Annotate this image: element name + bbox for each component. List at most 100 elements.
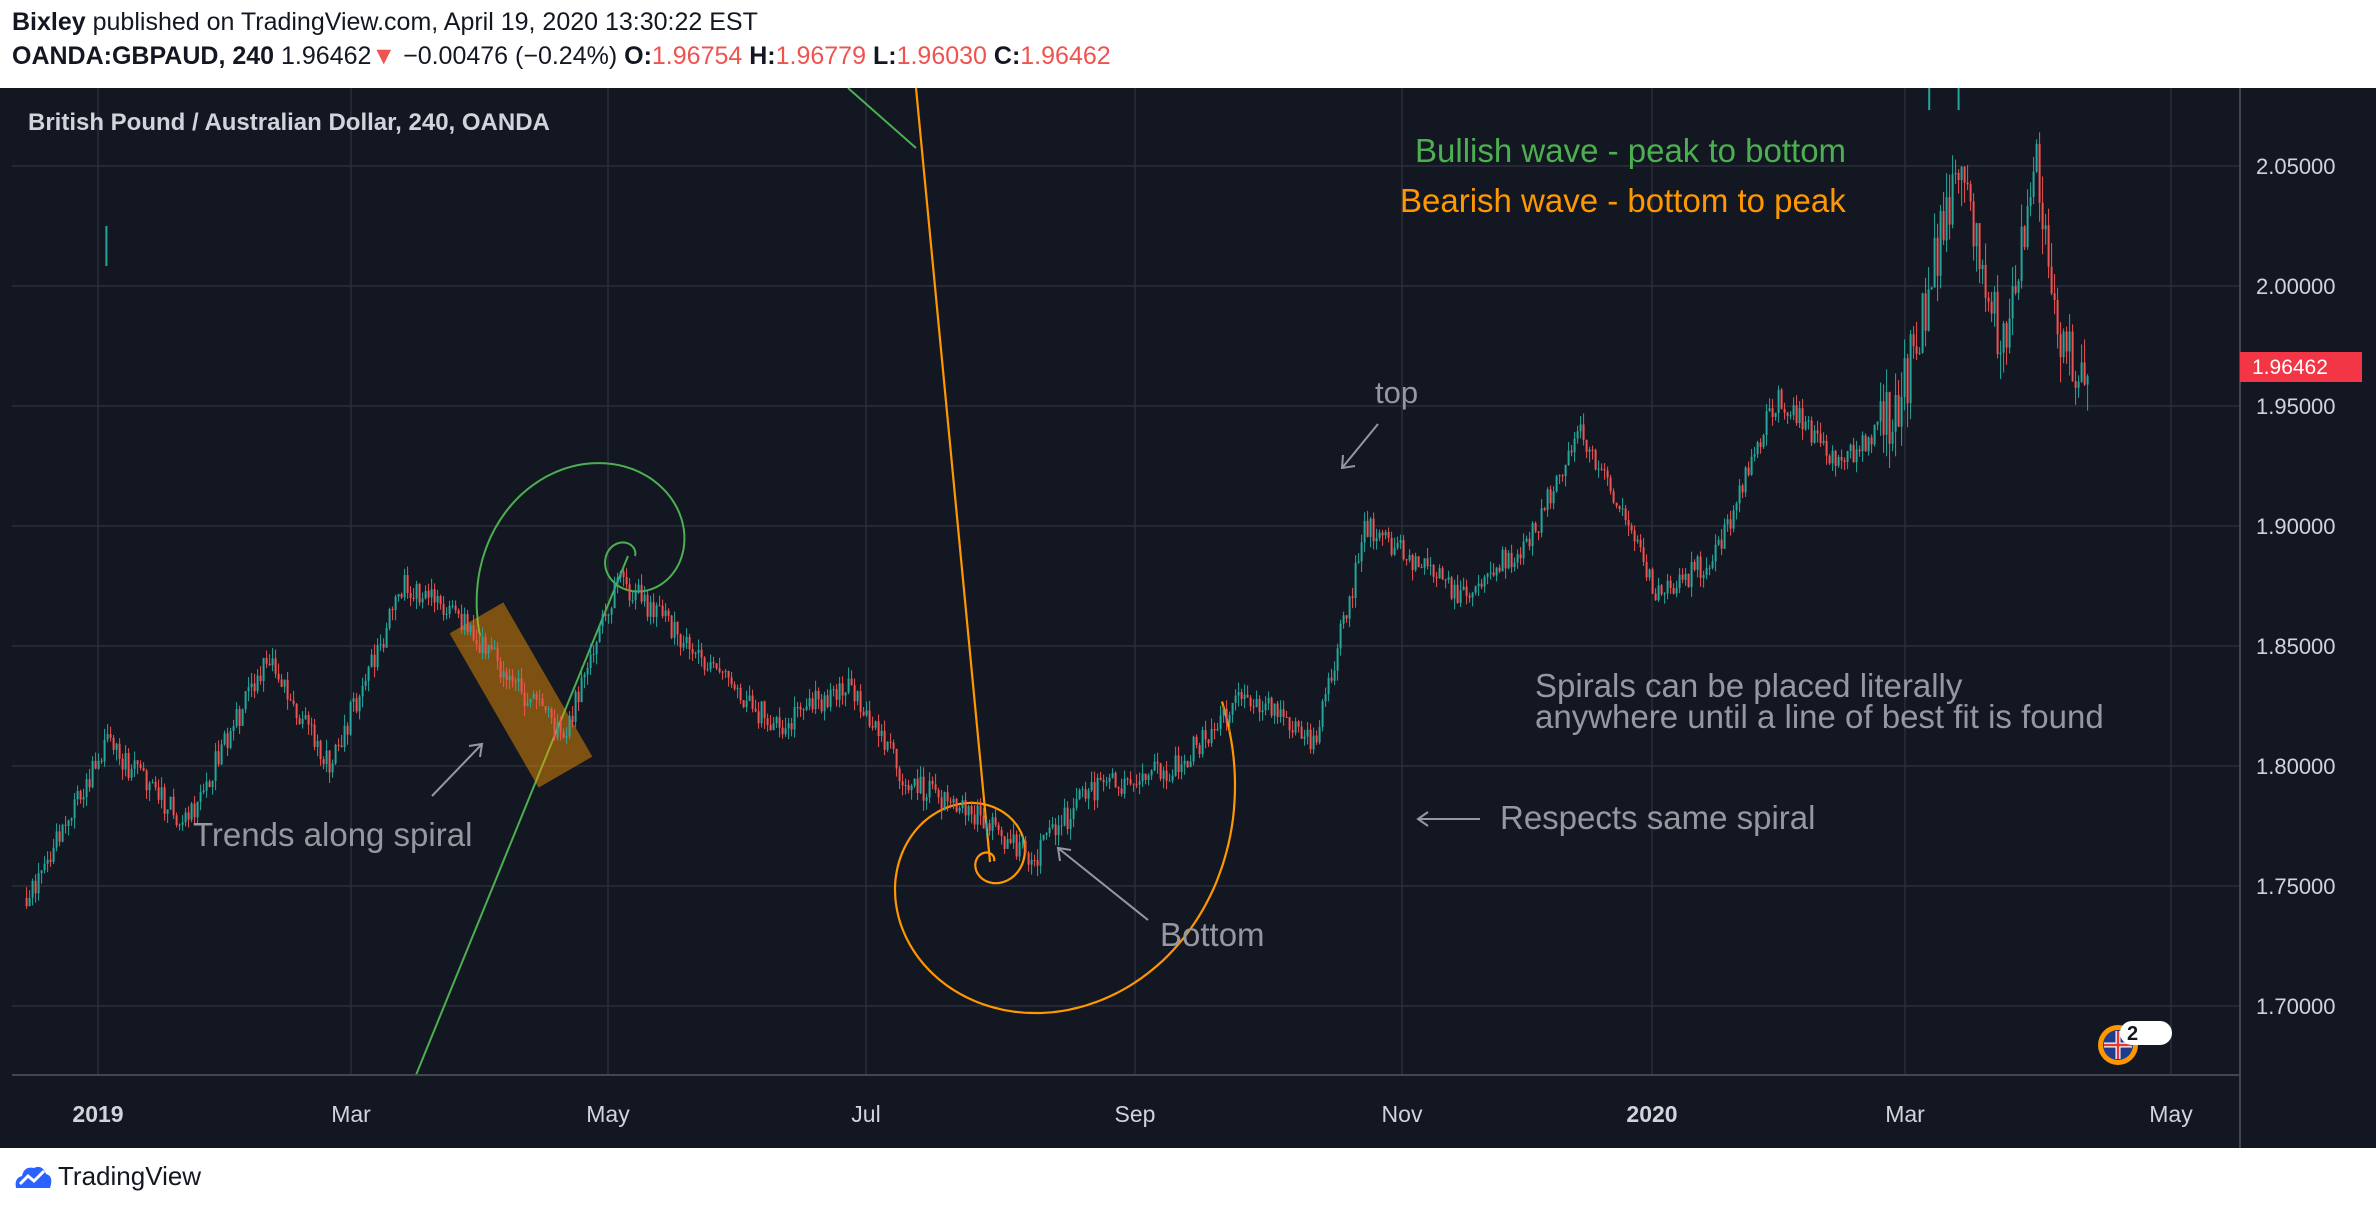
candle-body <box>685 636 688 644</box>
candle-body <box>613 583 616 609</box>
candle-body <box>352 698 355 702</box>
candle-body <box>1876 421 1879 425</box>
candle-body <box>580 677 583 703</box>
candle-body <box>1153 761 1156 771</box>
candle-body <box>1576 431 1579 439</box>
candle-body <box>262 657 265 682</box>
candle-body <box>526 702 529 707</box>
candle-body <box>1444 579 1447 581</box>
bearish-spiral-radius-line[interactable] <box>914 88 992 863</box>
candle-body <box>973 814 976 825</box>
candle-body <box>766 717 769 725</box>
candle-body <box>1957 172 1960 181</box>
candle-body <box>943 792 946 811</box>
candle-body <box>1735 503 1738 511</box>
candle-body <box>517 678 520 682</box>
footer: TradingView <box>0 1148 2376 1208</box>
candle-body <box>1567 450 1570 465</box>
candle-body <box>277 673 280 680</box>
candle-body <box>349 701 352 735</box>
candle-body <box>1255 698 1258 707</box>
tradingview-brand[interactable]: TradingView <box>58 1161 202 1191</box>
candle-body <box>1981 264 1984 270</box>
candle-body <box>1708 567 1711 569</box>
candle-body <box>874 721 877 728</box>
candle-body <box>283 679 286 687</box>
candle-body <box>238 709 241 726</box>
candle-body <box>256 675 259 692</box>
candle-body <box>1897 395 1900 427</box>
candle-body <box>64 824 67 826</box>
candle-body <box>1951 174 1954 225</box>
candle-body <box>1057 825 1060 836</box>
top-label: top <box>1375 375 1418 410</box>
candle-body <box>2035 143 2038 172</box>
candle-body <box>484 636 487 654</box>
candle-body <box>1858 449 1861 452</box>
chart-canvas[interactable]: 2.05000 2.00000 1.95000 1.90000 1.85000 1.800… <box>0 88 2376 1148</box>
candle-body <box>1828 455 1831 464</box>
candle-body <box>1525 538 1528 542</box>
candle-body <box>733 684 736 689</box>
candle-body <box>1834 450 1837 466</box>
candle-body <box>1972 201 1975 247</box>
candle-body <box>730 677 733 685</box>
candle-body <box>1363 520 1366 543</box>
candle-body <box>1036 860 1039 866</box>
candle-body <box>2008 318 2011 348</box>
candle-body <box>475 640 478 645</box>
candle-body <box>1201 730 1204 755</box>
candle-body <box>985 823 988 829</box>
candle-body <box>1246 694 1249 698</box>
candle-body <box>1063 807 1066 826</box>
candle-body <box>1357 561 1360 563</box>
candle-body <box>1582 424 1585 440</box>
candle-body <box>1243 694 1246 699</box>
candle-body <box>832 689 835 691</box>
candle-body <box>1882 401 1885 435</box>
candle-body <box>1423 558 1426 568</box>
candle-body <box>421 598 424 603</box>
candle-body <box>1414 556 1417 571</box>
candle-body <box>61 824 64 842</box>
candle-body <box>190 803 193 820</box>
tradingview-logo-icon[interactable] <box>12 1160 54 1192</box>
x-axis[interactable]: 2019 Mar May Jul Sep Nov 2020 Mar May <box>72 1101 2193 1127</box>
candle-body <box>1279 709 1282 718</box>
candle-body <box>1339 623 1342 649</box>
bullish-spiral-radius-line[interactable] <box>415 555 629 1076</box>
candle-body <box>1180 764 1183 772</box>
candle-body <box>1603 469 1606 471</box>
candle-body <box>2071 331 2074 382</box>
y-axis[interactable]: 2.05000 2.00000 1.95000 1.90000 1.85000 1.800… <box>2256 154 2336 1019</box>
candle-body <box>544 706 547 710</box>
candle-body <box>922 776 925 801</box>
bullish-spiral-outer-arc[interactable] <box>847 88 917 149</box>
candle-body <box>178 824 181 826</box>
candle-body <box>796 706 799 708</box>
candle-body <box>847 678 850 693</box>
candle-body <box>1219 715 1222 729</box>
events-badge[interactable]: 2 <box>2098 1021 2172 1065</box>
candle-body <box>1012 834 1015 843</box>
candle-body <box>1978 223 1981 270</box>
candle-body <box>73 799 76 819</box>
candle-body <box>70 818 73 821</box>
candle-body <box>202 790 205 793</box>
candle-body <box>1669 580 1672 588</box>
candle-body <box>982 815 985 829</box>
candle-body <box>1630 525 1633 531</box>
candle-body <box>1480 583 1483 587</box>
candle-body <box>1234 695 1237 703</box>
candle-body <box>445 613 448 615</box>
candle-body <box>1969 184 1972 202</box>
candle-body <box>802 709 805 711</box>
candle-body <box>910 785 913 791</box>
candle-body <box>1108 777 1111 782</box>
candle-body <box>772 723 775 731</box>
candle-body <box>1867 437 1870 452</box>
annotations: Bullish wave - peak to bottom Bearish wa… <box>193 132 2104 953</box>
candle-body <box>298 718 301 725</box>
author-name[interactable]: Bixley <box>12 8 86 36</box>
candle-body <box>916 778 919 794</box>
